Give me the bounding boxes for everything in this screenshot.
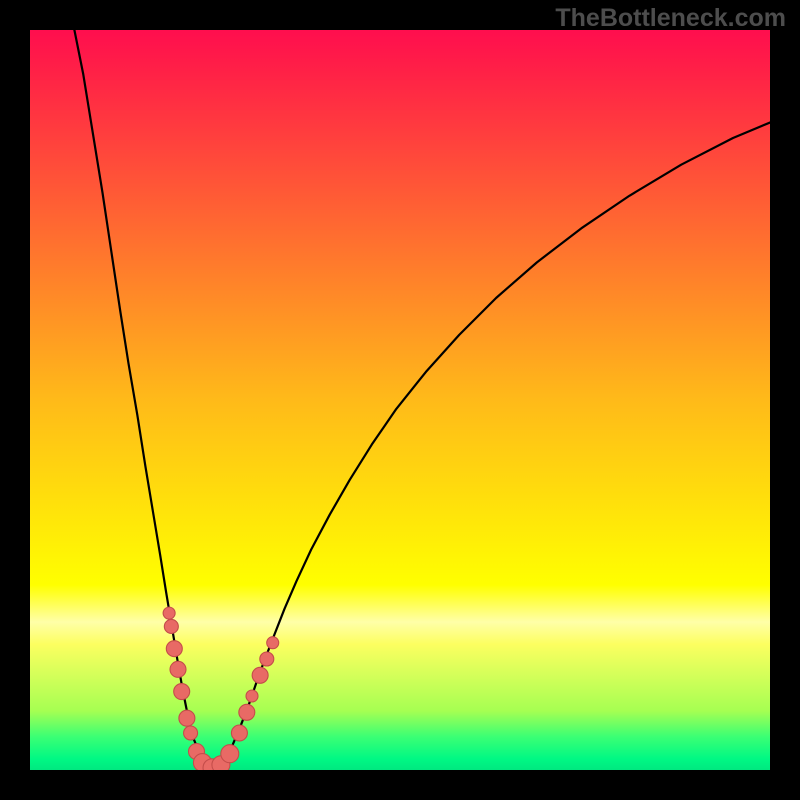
- data-dot: [231, 725, 247, 741]
- data-dot: [239, 704, 255, 720]
- plot-area: [30, 30, 770, 770]
- data-dot: [267, 637, 279, 649]
- gradient-background: [30, 30, 770, 770]
- data-dot: [170, 661, 186, 677]
- data-dot: [163, 607, 175, 619]
- data-dot: [166, 641, 182, 657]
- chart-frame: TheBottleneck.com: [0, 0, 800, 800]
- data-dot: [252, 667, 268, 683]
- data-dot: [179, 710, 195, 726]
- data-dot: [184, 726, 198, 740]
- data-dot: [260, 652, 274, 666]
- watermark-text: TheBottleneck.com: [555, 4, 786, 33]
- data-dot: [246, 690, 258, 702]
- data-dot: [174, 684, 190, 700]
- data-dot: [221, 745, 239, 763]
- data-dot: [164, 619, 178, 633]
- chart-svg: [30, 30, 770, 770]
